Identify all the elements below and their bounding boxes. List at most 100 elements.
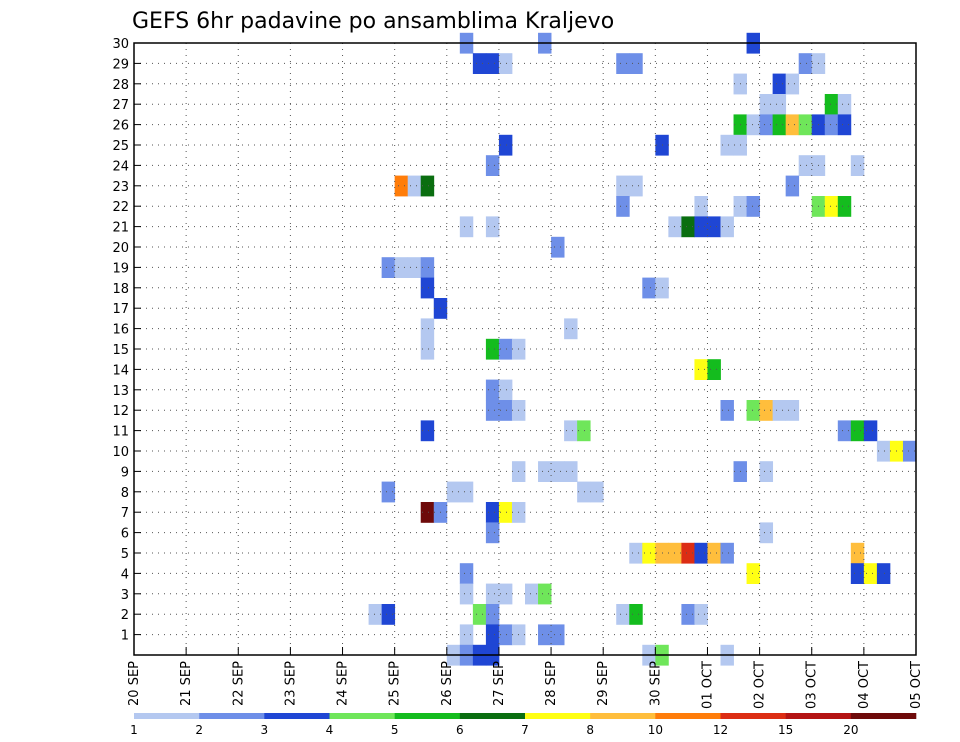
heatmap-cell	[420, 257, 435, 278]
y-tick-label: 26	[112, 119, 129, 134]
heatmap-cell	[498, 400, 513, 421]
y-tick-label: 21	[112, 221, 129, 236]
heatmap-cell	[824, 94, 839, 115]
y-tick-label: 29	[112, 57, 129, 72]
x-tick-label: 24 SEP	[336, 661, 351, 706]
heatmap-cell	[707, 542, 721, 564]
heatmap-cell	[694, 216, 708, 238]
heatmap-cell	[498, 624, 513, 646]
heatmap-cell	[876, 440, 891, 462]
heatmap-cell	[472, 604, 487, 625]
colorbar-label: 12	[713, 723, 728, 737]
heatmap-cell	[420, 175, 435, 197]
heatmap-cell	[902, 440, 917, 462]
heatmap-cell	[498, 379, 513, 401]
y-tick-label: 13	[112, 384, 129, 399]
heatmap-cell	[459, 216, 474, 238]
heatmap-cell	[538, 624, 552, 646]
heatmap-cell	[629, 175, 643, 197]
y-tick-label: 22	[112, 200, 129, 215]
heatmap-cell	[485, 379, 500, 401]
heatmap-cell	[707, 359, 721, 380]
y-tick-label: 3	[121, 588, 129, 603]
chart-title: GEFS 6hr padavine po ansamblima Kraljevo	[132, 9, 614, 34]
heatmap-cell	[616, 196, 630, 217]
heatmap-cell	[629, 53, 643, 74]
heatmap-cell	[629, 542, 643, 564]
y-tick-label: 14	[112, 363, 129, 378]
x-tick-label: 27 SEP	[492, 661, 507, 706]
colorbar-swatch	[720, 713, 786, 719]
heatmap-cell	[525, 583, 539, 605]
heatmap-cell	[485, 53, 500, 74]
heatmap-cell	[498, 502, 513, 523]
x-tick-label: 04 OCT	[857, 661, 872, 709]
heatmap-cell	[876, 563, 891, 584]
heatmap-cell	[850, 563, 865, 584]
x-tick-label: 01 OCT	[700, 661, 715, 709]
heatmap-cell	[459, 563, 474, 584]
colorbar-swatch	[264, 713, 330, 719]
x-tick-label: 26 SEP	[440, 661, 455, 706]
heatmap-cell	[564, 420, 578, 442]
heatmap-cell	[746, 196, 760, 217]
colorbar-swatch	[329, 713, 395, 719]
heatmap-cell	[551, 236, 565, 258]
y-tick-label: 4	[121, 567, 129, 582]
heatmap-cell	[394, 257, 409, 278]
y-tick-label: 12	[112, 404, 129, 419]
heatmap-cell	[407, 175, 422, 197]
heatmap-cell	[746, 400, 760, 421]
heatmap-cell	[538, 583, 552, 605]
colorbar-swatch	[199, 713, 265, 719]
heatmap-cell	[381, 257, 396, 278]
x-tick-label: 02 OCT	[753, 661, 768, 709]
y-tick-label: 17	[112, 302, 129, 317]
heatmap-cell	[785, 175, 800, 197]
colorbar-label: 2	[195, 723, 203, 737]
heatmap-cell	[407, 257, 422, 278]
heatmap-cell	[746, 114, 760, 136]
heatmap-cell	[472, 53, 487, 74]
y-tick-label: 1	[121, 629, 129, 644]
heatmap-cell	[577, 481, 591, 503]
colorbar-label: 20	[843, 723, 858, 737]
y-tick-label: 24	[112, 159, 129, 174]
heatmap-cell	[772, 400, 787, 421]
heatmap-cell	[498, 53, 513, 74]
heatmap-cell	[694, 196, 708, 217]
heatmap-cell	[420, 318, 435, 340]
colorbar-label: 1	[130, 723, 138, 737]
heatmap-cell	[694, 542, 708, 564]
heatmap-cell	[837, 196, 852, 217]
heatmap-cell	[720, 216, 734, 238]
x-tick-label: 22 SEP	[231, 661, 246, 706]
y-tick-label: 16	[112, 323, 129, 338]
y-tick-label: 19	[112, 261, 129, 276]
heatmap-cell	[498, 583, 513, 605]
y-tick-label: 11	[112, 425, 129, 440]
y-tick-label: 8	[121, 486, 129, 501]
y-tick-label: 6	[121, 527, 129, 542]
heatmap-cell	[459, 481, 474, 503]
y-tick-label: 15	[112, 343, 129, 358]
heatmap-cell	[785, 400, 800, 421]
heatmap-cell	[485, 155, 500, 176]
heatmap-cell	[824, 196, 839, 217]
heatmap-cell	[837, 114, 852, 136]
heatmap-cell	[485, 583, 500, 605]
y-tick-label: 18	[112, 282, 129, 297]
heatmap-cell	[850, 420, 865, 442]
heatmap-cell	[720, 542, 734, 564]
x-tick-label: 03 OCT	[805, 661, 820, 709]
y-tick-label: 2	[121, 608, 129, 623]
x-tick-label: 23 SEP	[283, 661, 298, 706]
heatmap-cell	[538, 461, 552, 482]
y-tick-label: 9	[121, 465, 129, 480]
colorbar-label: 3	[261, 723, 269, 737]
colorbar-swatch	[655, 713, 721, 719]
heatmap-cell	[798, 114, 813, 136]
heatmap-cell	[681, 542, 695, 564]
heatmap-cell	[485, 624, 500, 646]
